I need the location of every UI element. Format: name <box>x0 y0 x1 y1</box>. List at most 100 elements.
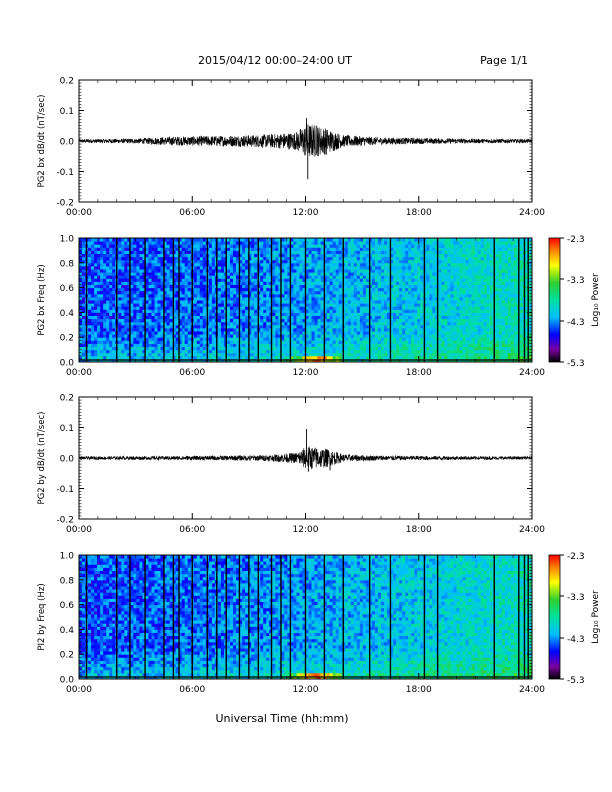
spectrogram-cell <box>396 343 400 347</box>
spectrogram-cell <box>338 352 343 357</box>
spectrogram-cell <box>329 250 334 254</box>
spectrogram-cell <box>166 358 171 363</box>
spectrogram-cell <box>145 300 149 304</box>
spectrogram-cell <box>127 278 131 282</box>
spectrogram-cell <box>88 253 92 258</box>
spectrogram-cell <box>163 331 168 335</box>
spectrogram-cell <box>166 284 171 289</box>
spectrogram-cell <box>362 312 367 316</box>
spectrogram-cell <box>233 334 237 338</box>
spectrogram-cell <box>365 244 370 248</box>
spectrogram-cell <box>278 281 282 285</box>
spectrogram-cell <box>251 247 255 251</box>
spectrogram-cell <box>266 318 270 323</box>
spectrogram-cell <box>396 259 400 264</box>
spectrogram-cell <box>420 337 424 341</box>
spectrogram-cell <box>106 265 110 270</box>
spectrogram-cell <box>414 303 418 307</box>
spectrogram-cell <box>338 318 343 323</box>
spectrogram-cell <box>166 340 171 344</box>
spectrogram-cell <box>426 278 430 282</box>
spectrogram-cell <box>347 238 352 242</box>
spectrogram-cell <box>260 269 264 273</box>
spectrogram-cell <box>362 256 367 261</box>
spectrogram-cell <box>112 318 116 323</box>
spectrogram-cell <box>381 334 385 338</box>
spectrogram-cell <box>368 327 373 332</box>
spectrogram-cell <box>220 337 225 341</box>
spectrogram-cell <box>302 358 306 363</box>
spectrogram-cell <box>293 238 297 242</box>
spectrogram-cell <box>396 290 400 295</box>
spectrogram-cell <box>202 290 207 295</box>
spectrogram-cell <box>308 343 313 347</box>
spectrogram-cell <box>169 324 174 329</box>
spectrogram-cell <box>178 352 183 357</box>
spectrogram-cell <box>251 259 255 264</box>
spectrogram-cell <box>217 265 222 270</box>
spectrogram-cell <box>169 278 174 282</box>
spectrogram-cell <box>393 296 397 301</box>
spectrogram-cell <box>97 253 101 258</box>
spectrogram-cell <box>308 358 313 363</box>
spectrogram-cell <box>368 343 373 347</box>
spectrogram-cell <box>438 287 442 292</box>
spectrogram-cell <box>296 340 300 344</box>
spectrogram-cell <box>202 250 207 254</box>
spectrogram-cell <box>121 324 125 329</box>
spectrogram-cell <box>359 358 364 363</box>
spectrogram-cell <box>130 238 134 242</box>
spectrogram-cell <box>390 352 394 357</box>
spectrogram-cell <box>368 352 373 357</box>
spectrogram-cell <box>347 306 352 310</box>
spectrogram-cell <box>362 327 367 332</box>
spectrogram-cell <box>338 343 343 347</box>
spectrogram-cell <box>187 272 192 276</box>
spectrogram-cell <box>405 275 409 279</box>
spectrogram-cell <box>408 269 412 273</box>
spectrogram-cell <box>226 318 231 323</box>
spectrogram-cell <box>124 253 128 258</box>
spectrogram-cell <box>248 346 252 351</box>
spectrogram-cell <box>293 259 297 264</box>
spectrogram-cell <box>175 318 180 323</box>
spectrogram-cell <box>109 244 113 248</box>
spectrogram-cell <box>411 265 415 270</box>
spectrogram-cell <box>160 269 165 273</box>
spectrogram-cell <box>211 315 216 320</box>
spectrogram-cell <box>193 309 198 313</box>
spectrogram-cell <box>299 312 303 316</box>
spectrogram-cell <box>287 343 291 347</box>
spectrogram-cell <box>94 343 98 347</box>
spectrogram-cell <box>281 275 285 279</box>
spectrogram-cell <box>411 247 415 251</box>
spectrogram-cell <box>88 309 92 313</box>
spectrogram-cell <box>402 343 406 347</box>
spectrogram-cell <box>414 331 418 335</box>
spectrogram-cell <box>109 358 113 363</box>
spectrogram-cell <box>248 327 252 332</box>
spectrogram-cell <box>226 352 231 357</box>
spectrogram-cell <box>127 358 131 363</box>
spectrogram-cell <box>151 358 155 363</box>
spectrogram-cell <box>130 250 134 254</box>
spectrogram-cell <box>169 293 174 298</box>
spectrogram-cell <box>278 340 282 344</box>
spectrogram-cell <box>184 256 189 261</box>
spectrogram-cell <box>344 321 349 326</box>
spectrogram-cell <box>374 355 379 360</box>
spectrogram-cell <box>387 284 391 289</box>
spectrogram-cell <box>208 275 213 279</box>
spectrogram-cell <box>211 306 216 310</box>
spectrogram-cell <box>251 340 255 344</box>
spectrogram-cell <box>438 241 442 245</box>
spectrogram-cell <box>332 284 337 289</box>
spectrogram-cell <box>208 300 213 304</box>
spectrogram-cell <box>353 256 358 261</box>
spectrogram-cell <box>272 241 276 245</box>
spectrogram-cell <box>432 265 436 270</box>
spectrogram-cell <box>88 355 92 360</box>
spectrogram-cell <box>124 278 128 282</box>
spectrogram-cell <box>139 253 143 258</box>
spectrogram-cell <box>127 247 131 251</box>
